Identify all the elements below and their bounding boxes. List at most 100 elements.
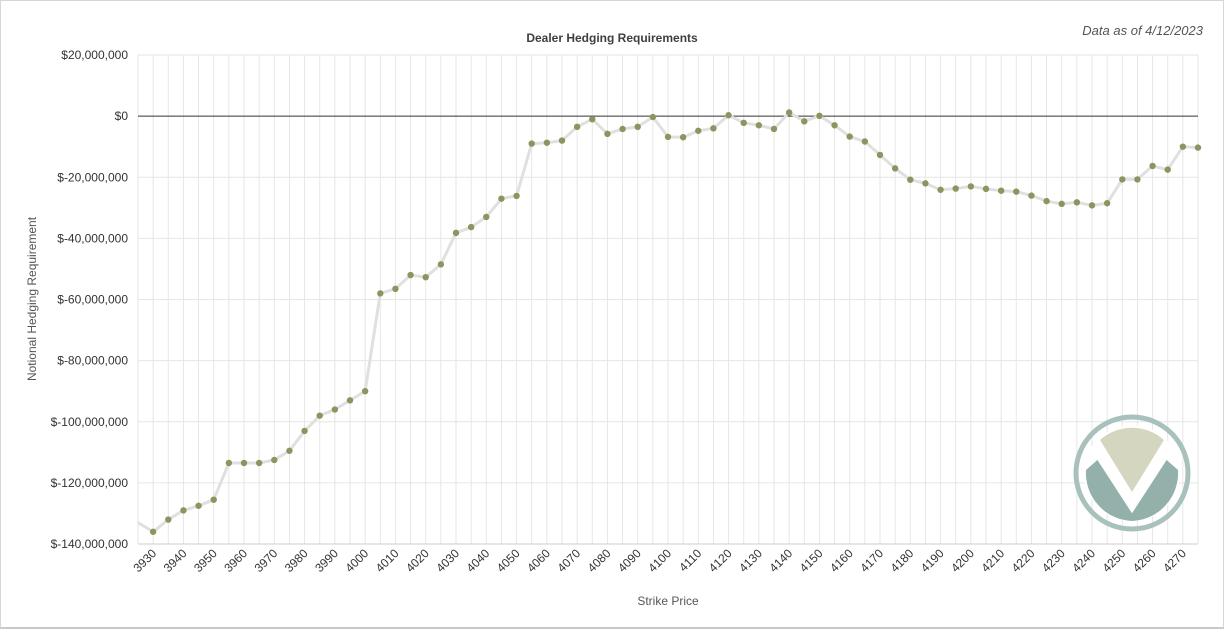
data-point[interactable] [982,185,990,193]
data-point[interactable] [831,122,838,129]
data-point[interactable] [255,459,263,467]
x-tick-label: 4210 [978,546,1007,575]
data-point[interactable] [997,187,1005,194]
data-point[interactable] [180,507,187,514]
data-point[interactable] [967,183,975,190]
y-tick-label: $-40,000,000 [57,231,128,245]
x-axis-label: Strike Price [637,594,699,608]
data-point[interactable] [1088,202,1096,209]
data-point[interactable] [755,122,763,129]
data-as-of-label: Data as of 4/12/2023 [1082,23,1203,38]
x-tick-label: 4110 [676,546,704,574]
x-tick-label: 4260 [1130,546,1159,575]
x-tick-label: 3980 [282,546,311,575]
data-point[interactable] [407,271,414,279]
data-point[interactable] [331,406,339,413]
data-point[interactable] [1058,200,1065,208]
data-point[interactable] [770,125,778,133]
data-point[interactable] [710,125,717,132]
x-tick-label: 3930 [130,546,159,575]
data-point[interactable] [649,113,657,121]
x-tick-label: 4150 [797,546,826,575]
data-point[interactable] [634,123,641,131]
grid [137,54,1199,545]
data-point[interactable] [1119,176,1126,183]
data-point[interactable] [695,127,702,134]
x-tick-label: 4170 [857,546,886,575]
data-point[interactable] [392,285,399,293]
data-point[interactable] [467,223,475,231]
data-point[interactable] [679,134,687,141]
data-point[interactable] [195,502,202,509]
data-point[interactable] [861,138,869,145]
data-point[interactable] [952,185,959,192]
x-tick-label: 3970 [252,546,281,575]
data-point[interactable] [740,119,747,127]
x-tick-label: 4080 [585,546,614,575]
data-point[interactable] [437,261,445,268]
series-markers [149,109,1202,535]
data-point[interactable] [1149,162,1156,170]
data-point[interactable] [452,229,460,237]
data-point[interactable] [301,427,308,435]
data-point[interactable] [725,112,732,119]
data-point[interactable] [528,140,535,147]
data-point[interactable] [286,447,293,454]
data-point[interactable] [785,109,793,116]
data-point[interactable] [271,456,278,464]
data-point[interactable] [619,125,626,133]
data-point[interactable] [1103,200,1111,207]
x-tick-label: 4160 [827,546,856,575]
data-point[interactable] [816,112,823,120]
x-tick-label: 3940 [161,546,190,575]
data-point[interactable] [1073,199,1081,206]
data-point[interactable] [876,151,884,159]
data-point[interactable] [1194,144,1202,151]
data-point[interactable] [1013,188,1020,195]
data-point[interactable] [1043,197,1050,205]
data-point[interactable] [922,180,929,187]
data-point[interactable] [422,273,429,281]
data-point[interactable] [513,192,520,200]
data-point[interactable] [801,118,808,125]
data-point[interactable] [210,496,217,503]
data-point[interactable] [240,459,248,467]
data-point[interactable] [664,133,672,141]
x-tick-label: 4040 [464,546,493,575]
data-point[interactable] [573,123,581,131]
data-point[interactable] [846,133,853,140]
x-tick-label: 4100 [645,546,674,575]
x-tick-label: 4020 [403,546,432,575]
data-point[interactable] [558,137,566,144]
data-point[interactable] [498,195,505,202]
x-tick-label: 4220 [1009,546,1038,575]
data-point[interactable] [1164,166,1171,173]
x-tick-label: 4270 [1160,546,1189,575]
data-point[interactable] [543,139,551,146]
x-tick-label: 4140 [766,546,795,575]
data-point[interactable] [165,516,172,523]
data-point[interactable] [225,459,233,467]
data-point[interactable] [907,176,914,183]
data-point[interactable] [1134,176,1141,183]
data-point[interactable] [604,130,611,138]
data-point[interactable] [483,213,490,221]
data-point[interactable] [891,165,899,172]
data-point[interactable] [589,115,596,123]
x-tick-label: 4190 [918,546,947,575]
data-point[interactable] [361,387,369,395]
data-point[interactable] [316,412,323,419]
chart-title: Dealer Hedging Requirements [526,31,698,45]
x-tick-label: 4120 [706,546,735,575]
data-point[interactable] [1028,192,1035,199]
data-point[interactable] [377,290,384,297]
data-point[interactable] [937,186,944,193]
data-point[interactable] [346,397,354,404]
y-axis-label: Notional Hedging Requirement [25,216,39,381]
data-point[interactable] [1179,143,1187,150]
y-tick-label: $-80,000,000 [57,354,128,368]
v-logo-watermark-icon [1073,414,1191,532]
data-point[interactable] [149,528,157,535]
y-tick-label: $-100,000,000 [51,415,129,429]
